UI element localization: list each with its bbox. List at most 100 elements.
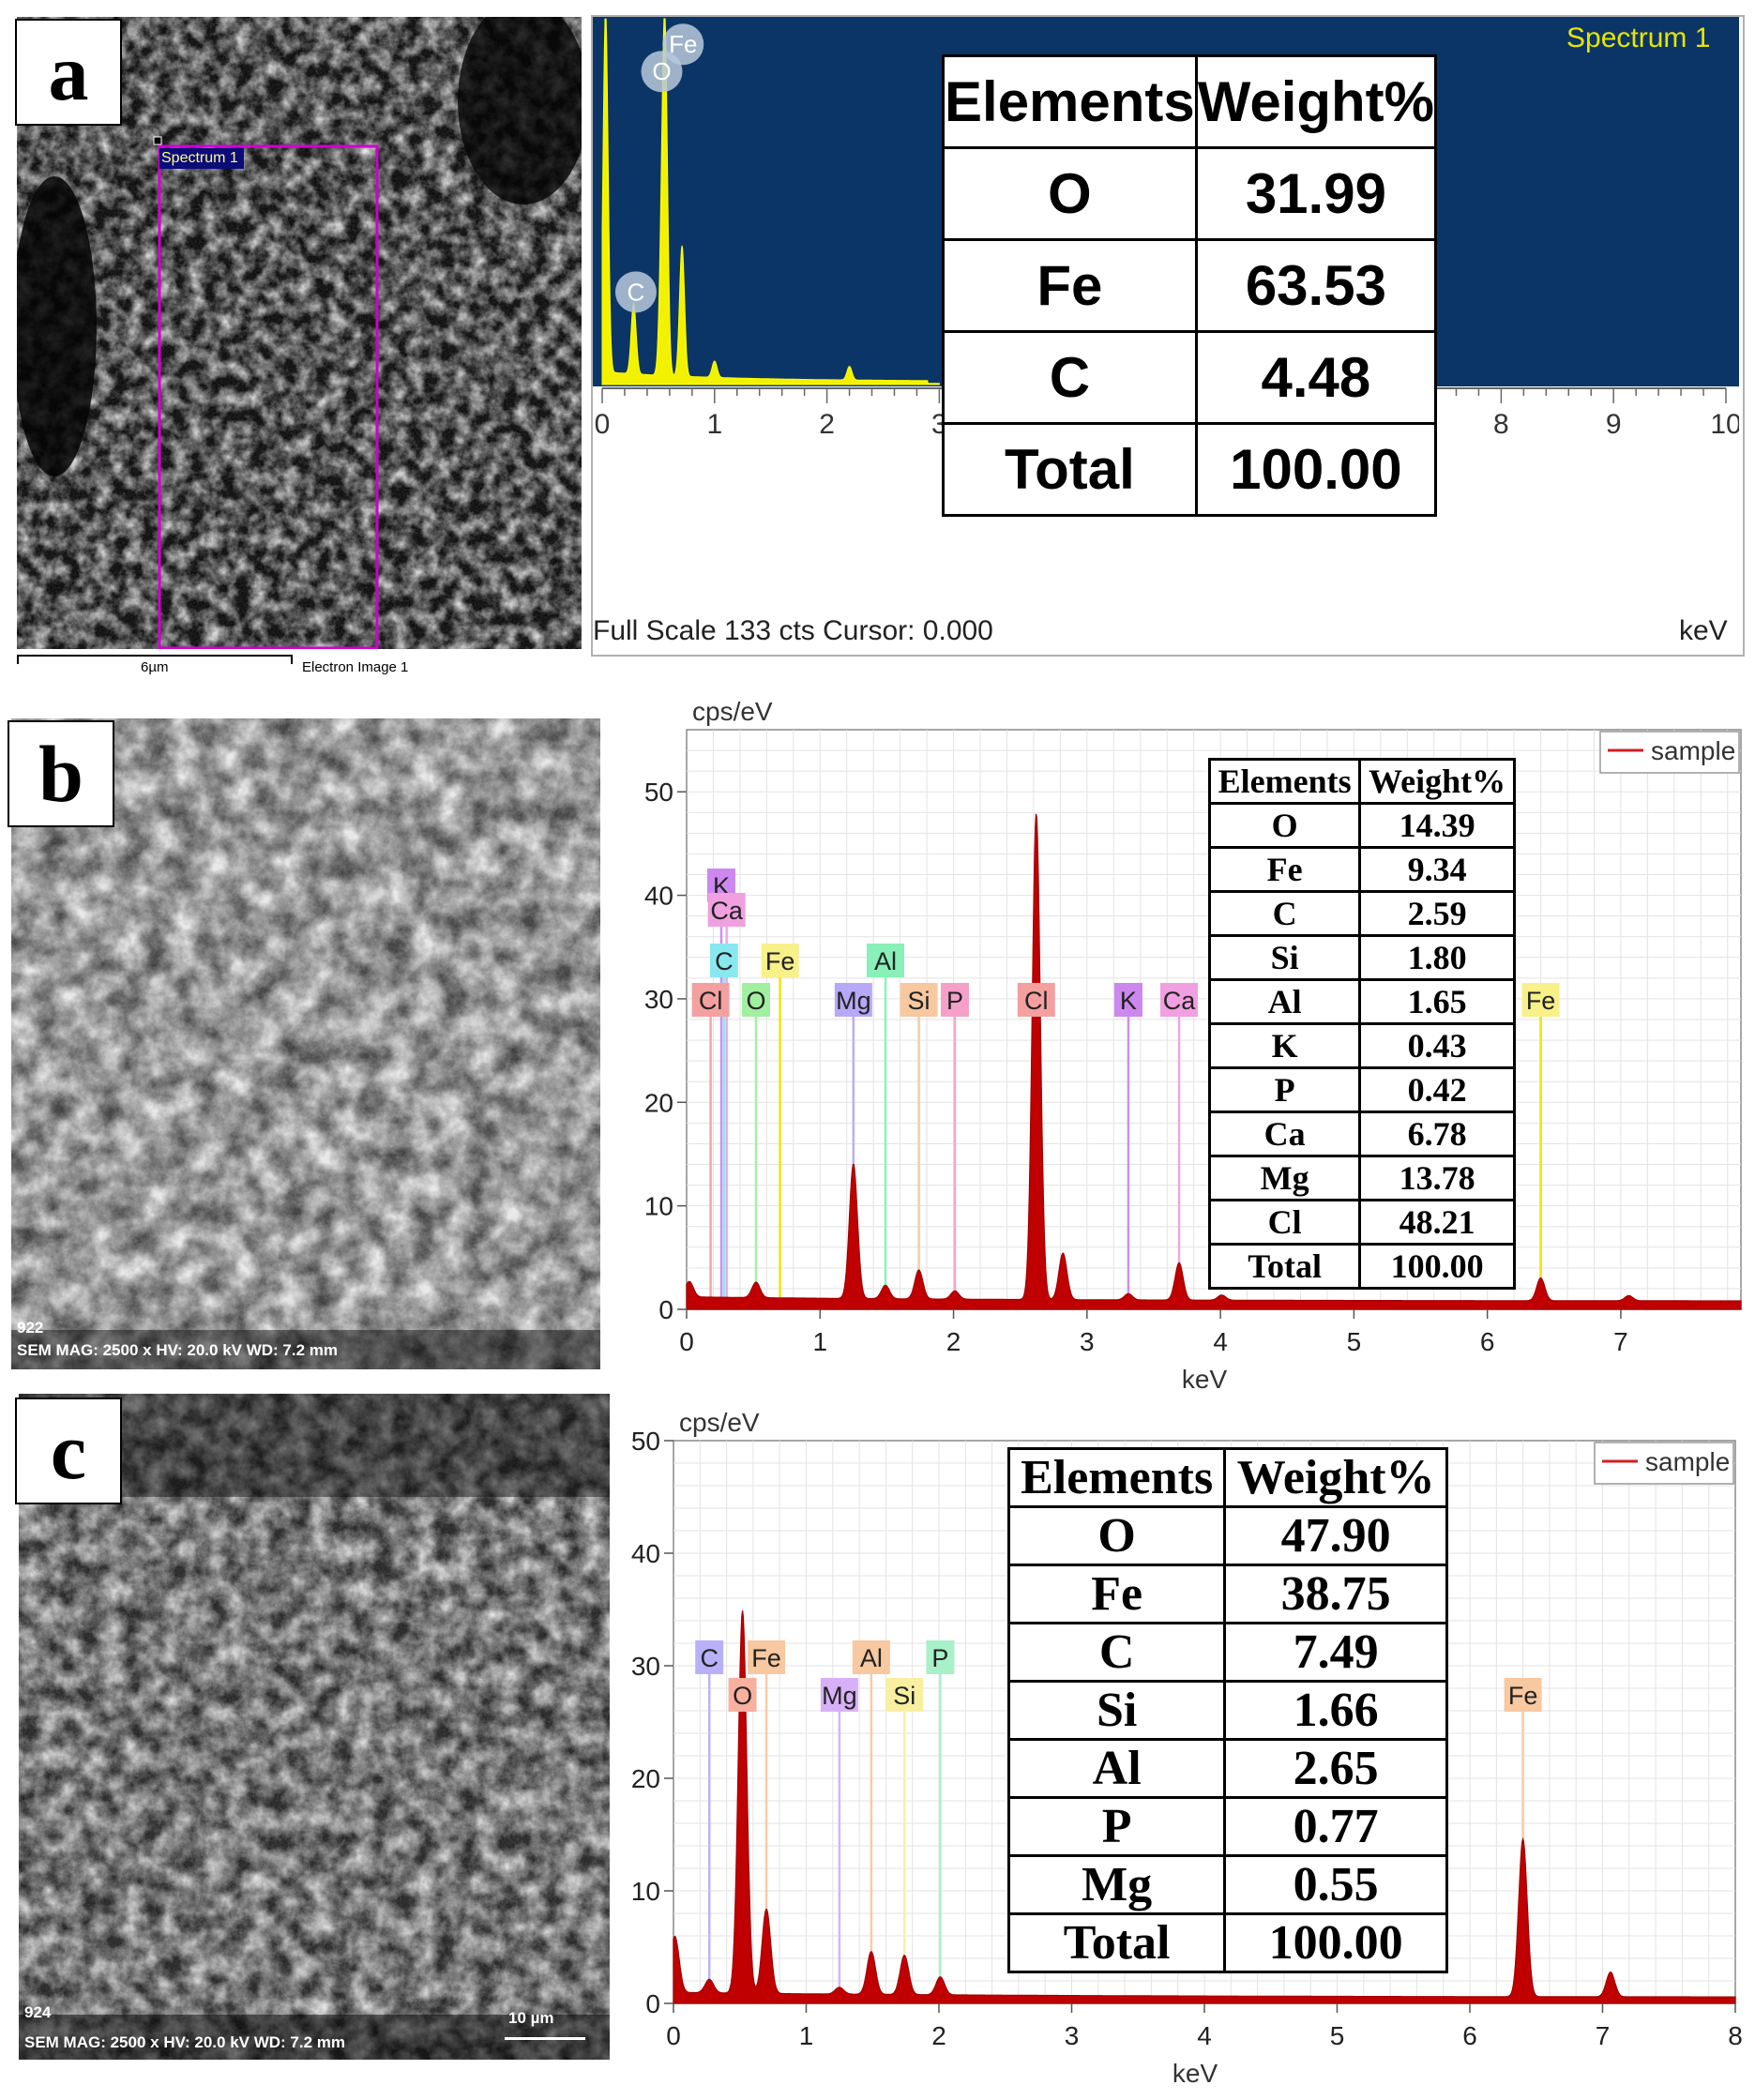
- x-tick-label: 4: [1197, 2021, 1212, 2050]
- table-c-weight-cell: 2.65: [1223, 1738, 1448, 1799]
- table-b-row: Ca 6.78: [1207, 1110, 1516, 1157]
- element-label: Ca: [1163, 987, 1196, 1015]
- y-tick-label: 20: [644, 1088, 673, 1117]
- sem-c-caption: SEM MAG: 2500 x HV: 20.0 kV WD: 7.2 mm: [24, 2033, 346, 2051]
- table-a-weight-cell: 100.00: [1194, 422, 1438, 517]
- table-c-element-cell: C: [1006, 1622, 1227, 1683]
- table-b-row: Al 1.65: [1207, 978, 1516, 1025]
- element-label: C: [715, 947, 734, 975]
- table-b-row: Si 1.80: [1207, 934, 1516, 981]
- element-label: C: [700, 1644, 719, 1672]
- table-a-header-weight: Weight%: [1194, 54, 1438, 149]
- table-b-row: Fe 9.34: [1207, 846, 1516, 893]
- table-b: Elements Weight% O 14.39 Fe 9.34 C 2.59 Si 1.80…: [1207, 758, 1516, 1290]
- table-a-element-cell: Fe: [942, 238, 1198, 333]
- spectrum-a-peak-marker-label: C: [628, 278, 645, 306]
- x-tick-label: 8: [1728, 2021, 1743, 2050]
- table-b-weight-cell: 9.34: [1358, 846, 1516, 893]
- table-a-element-cell: Total: [942, 422, 1198, 517]
- element-label: Cl: [699, 987, 723, 1015]
- y-tick-label: 40: [631, 1539, 660, 1568]
- spectrum-a-tick-label: 1: [706, 409, 722, 440]
- y-tick-label: 30: [631, 1652, 660, 1681]
- table-c-element-cell: P: [1006, 1796, 1227, 1857]
- table-a: Elements Weight% O 31.99 Fe 63.53 C 4.48 Total…: [942, 54, 1438, 517]
- element-label: Ca: [710, 897, 743, 925]
- panel-b-label: b: [8, 720, 114, 827]
- spectrum-a-tick-label: 8: [1493, 409, 1509, 440]
- x-tick-label: 1: [799, 2021, 814, 2050]
- element-label: Cl: [1024, 987, 1049, 1015]
- table-c-row: O 47.90: [1006, 1505, 1448, 1566]
- legend-label: sample: [1651, 736, 1735, 765]
- element-label-box: [741, 983, 770, 1017]
- table-b-element-cell: Si: [1207, 934, 1362, 981]
- table-b-weight-cell: 100.00: [1358, 1243, 1516, 1290]
- x-tick-label: 2: [946, 1327, 961, 1356]
- table-c-weight-cell: 0.55: [1223, 1854, 1448, 1915]
- table-b-weight-cell: 13.78: [1358, 1155, 1516, 1201]
- x-tick-label: 1: [812, 1327, 827, 1356]
- table-b-weight-cell: 48.21: [1358, 1199, 1516, 1246]
- element-label: Si: [908, 987, 930, 1015]
- spectrum-a-tick-label: 10: [1710, 409, 1739, 440]
- element-label: Fe: [1508, 1682, 1538, 1710]
- table-c-row: C 7.49: [1006, 1622, 1448, 1683]
- element-label: P: [946, 987, 963, 1015]
- table-a-row: C 4.48: [942, 330, 1438, 425]
- x-tick-label: 5: [1347, 1327, 1362, 1356]
- table-c-element-cell: Mg: [1006, 1854, 1227, 1915]
- element-label: Al: [860, 1644, 883, 1672]
- table-b-element-cell: C: [1207, 890, 1362, 937]
- table-b-row: K 0.43: [1207, 1022, 1516, 1069]
- y-tick-label: 20: [631, 1764, 660, 1793]
- element-label: Si: [893, 1682, 915, 1710]
- element-label-box: [926, 1640, 955, 1674]
- selection-label: Spectrum 1: [161, 150, 238, 166]
- element-label-box: [900, 983, 938, 1017]
- element-label-box: [866, 944, 904, 977]
- spectrum-a-peak-marker-label: O: [652, 57, 671, 85]
- electron-image-caption: Electron Image 1: [302, 659, 409, 675]
- element-label-box: [728, 1678, 757, 1712]
- element-label: Fe: [751, 1644, 781, 1672]
- legend-box: [1599, 731, 1740, 774]
- table-b-header-weight: Weight%: [1358, 758, 1516, 805]
- element-label-box: [709, 944, 738, 977]
- y-tick-label: 50: [631, 1427, 660, 1456]
- table-c: Elements Weight% O 47.90 Fe 38.75 C 7.49 Si 1.6…: [1006, 1447, 1448, 1973]
- table-b-weight-cell: 14.39: [1358, 802, 1516, 849]
- table-a-weight-cell: 4.48: [1194, 330, 1438, 425]
- element-label-box: [852, 1640, 890, 1674]
- element-label-box: [820, 1678, 858, 1712]
- table-b-element-cell: O: [1207, 802, 1362, 849]
- y-tick-label: 0: [645, 1989, 660, 2018]
- element-label-box: [1160, 983, 1199, 1017]
- element-label-box: [834, 983, 872, 1017]
- table-c-element-cell: Fe: [1006, 1564, 1227, 1624]
- table-b-weight-cell: 0.43: [1358, 1022, 1516, 1069]
- x-tick-label: 3: [1065, 2021, 1080, 2050]
- table-b-row: C 2.59: [1207, 890, 1516, 937]
- spectrum-a-tick-label: 0: [595, 409, 611, 440]
- y-tick-label: 10: [644, 1192, 673, 1221]
- table-b-element-cell: K: [1207, 1022, 1362, 1069]
- table-b-weight-cell: 6.78: [1358, 1110, 1516, 1157]
- scale-bar-a: [17, 655, 293, 664]
- table-b-weight-cell: 1.65: [1358, 978, 1516, 1025]
- y-tick-label: 0: [658, 1295, 673, 1324]
- table-c-weight-cell: 47.90: [1223, 1505, 1448, 1566]
- element-label: Fe: [1526, 987, 1556, 1015]
- sem-b-caption-id: 922: [17, 1319, 44, 1337]
- table-b-row: Mg 13.78: [1207, 1155, 1516, 1201]
- element-label-box: [1017, 983, 1055, 1017]
- x-tick-label: 0: [679, 1327, 694, 1356]
- scale-bar-label-a: 6µm: [141, 659, 169, 675]
- element-label-box: [940, 983, 969, 1017]
- table-c-element-cell: O: [1006, 1505, 1227, 1566]
- y-axis-label: cps/eV: [692, 697, 773, 726]
- table-c-row: Mg 0.55: [1006, 1854, 1448, 1915]
- table-c-row: Total 100.00: [1006, 1912, 1448, 1973]
- x-tick-label: 7: [1613, 1327, 1628, 1356]
- x-tick-label: 5: [1330, 2021, 1345, 2050]
